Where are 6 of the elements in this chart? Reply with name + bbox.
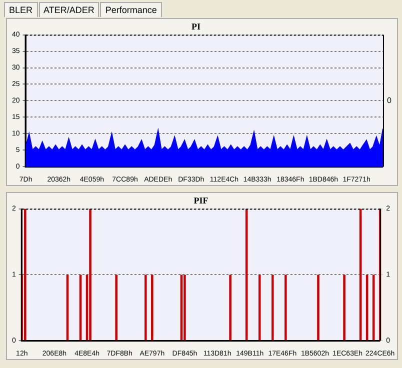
text: Performance [100,2,162,17]
chart-title: PI [192,22,201,32]
text: BLER [4,2,38,17]
text: 0 [387,96,392,105]
chart-title: PIF [194,196,209,206]
text: ATER/ADER [38,2,100,17]
